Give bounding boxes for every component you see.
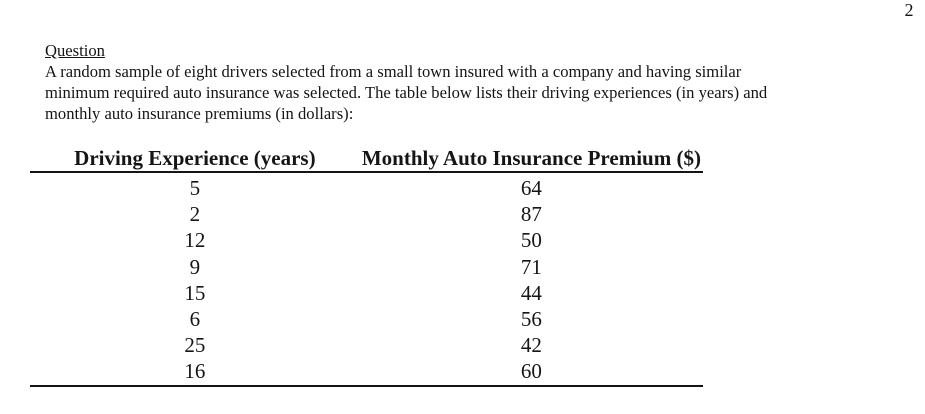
premium-cell: 71	[520, 254, 542, 279]
table-body: 5 64 2 87 12 50 9 71 15 44	[30, 172, 703, 386]
question-text-line: A random sample of eight drivers selecte…	[45, 62, 742, 81]
experience-cell: 5	[189, 176, 201, 200]
experience-cell: 15	[184, 280, 206, 305]
column-header-monthly-premium: Monthly Auto Insurance Premium ($)	[359, 147, 703, 173]
premium-cell: 60	[520, 359, 542, 384]
table-row: 25 42	[30, 332, 703, 358]
premium-cell: 64	[520, 176, 542, 200]
question-section: Question A random sample of eight driver…	[45, 40, 767, 124]
table-header-row: Driving Experience (years) Monthly Auto …	[30, 147, 703, 173]
table-row: 16 60	[30, 358, 703, 385]
experience-cell: 25	[184, 333, 206, 358]
column-header-driving-experience: Driving Experience (years)	[30, 147, 360, 173]
table-row: 5 64	[30, 172, 703, 201]
driving-insurance-table: Driving Experience (years) Monthly Auto …	[30, 147, 703, 387]
question-text-line: monthly auto insurance premiums (in doll…	[45, 104, 354, 123]
table-row: 12 50	[30, 227, 703, 253]
table-row: 9 71	[30, 254, 703, 280]
table-row: 15 44	[30, 280, 703, 306]
page-number: 2	[904, 0, 914, 20]
premium-cell: 42	[520, 333, 542, 358]
experience-cell: 12	[184, 228, 206, 253]
question-text-line: minimum required auto insurance was sele…	[45, 83, 768, 102]
experience-cell: 2	[189, 202, 201, 227]
experience-cell: 6	[189, 307, 201, 332]
table-row: 6 56	[30, 306, 703, 332]
question-heading: Question	[45, 41, 105, 60]
table-row: 2 87	[30, 201, 703, 227]
premium-cell: 87	[520, 202, 542, 227]
premium-cell: 44	[520, 280, 542, 305]
premium-cell: 50	[520, 228, 542, 253]
data-table-container: Driving Experience (years) Monthly Auto …	[30, 147, 703, 387]
experience-cell: 9	[189, 254, 201, 279]
premium-cell: 56	[520, 307, 542, 332]
experience-cell: 16	[184, 359, 206, 384]
